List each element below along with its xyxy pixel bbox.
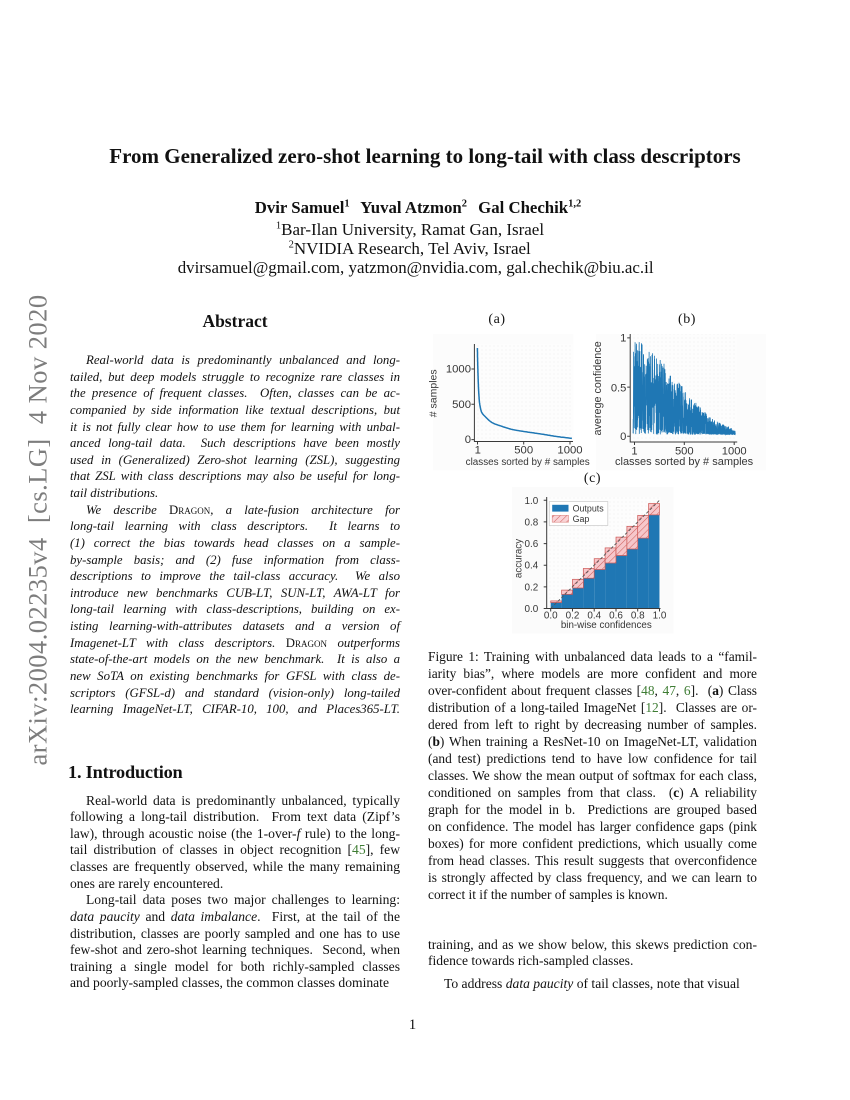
svg-text:1000: 1000	[722, 445, 747, 457]
svg-text:0.0: 0.0	[524, 604, 538, 615]
svg-text:0.6: 0.6	[524, 539, 538, 550]
svg-text:1000: 1000	[446, 364, 471, 376]
svg-text:bin-wise confidences: bin-wise confidences	[561, 620, 652, 631]
svg-text:500: 500	[675, 445, 694, 457]
svg-text:0.8: 0.8	[524, 517, 538, 528]
svg-text:accuracy: accuracy	[514, 539, 525, 578]
svg-text:0.4: 0.4	[524, 561, 538, 572]
svg-text:Gap: Gap	[573, 514, 590, 524]
svg-text:0.6: 0.6	[609, 611, 623, 622]
svg-text:averege confidence: averege confidence	[592, 341, 604, 435]
svg-text:0: 0	[620, 431, 626, 443]
svg-text:1: 1	[475, 445, 481, 457]
svg-text:0.2: 0.2	[524, 582, 538, 593]
svg-text:1.0: 1.0	[524, 496, 538, 507]
svg-text:1: 1	[631, 445, 637, 457]
svg-text:# samples: # samples	[428, 369, 440, 417]
svg-text:500: 500	[452, 399, 471, 411]
svg-text:0.5: 0.5	[611, 383, 627, 395]
svg-text:classes sorted by # samples: classes sorted by # samples	[615, 456, 754, 468]
svg-text:1.0: 1.0	[653, 611, 667, 622]
svg-text:0.4: 0.4	[587, 611, 601, 622]
svg-text:0.8: 0.8	[631, 611, 645, 622]
svg-text:500: 500	[514, 445, 533, 457]
svg-text:0: 0	[465, 434, 471, 446]
svg-text:1: 1	[620, 333, 626, 345]
svg-text:0.2: 0.2	[566, 611, 580, 622]
svg-text:0.0: 0.0	[544, 611, 558, 622]
svg-text:classes sorted by # samples: classes sorted by # samples	[466, 457, 590, 468]
svg-text:Outputs: Outputs	[573, 504, 605, 514]
svg-text:1000: 1000	[557, 445, 582, 457]
